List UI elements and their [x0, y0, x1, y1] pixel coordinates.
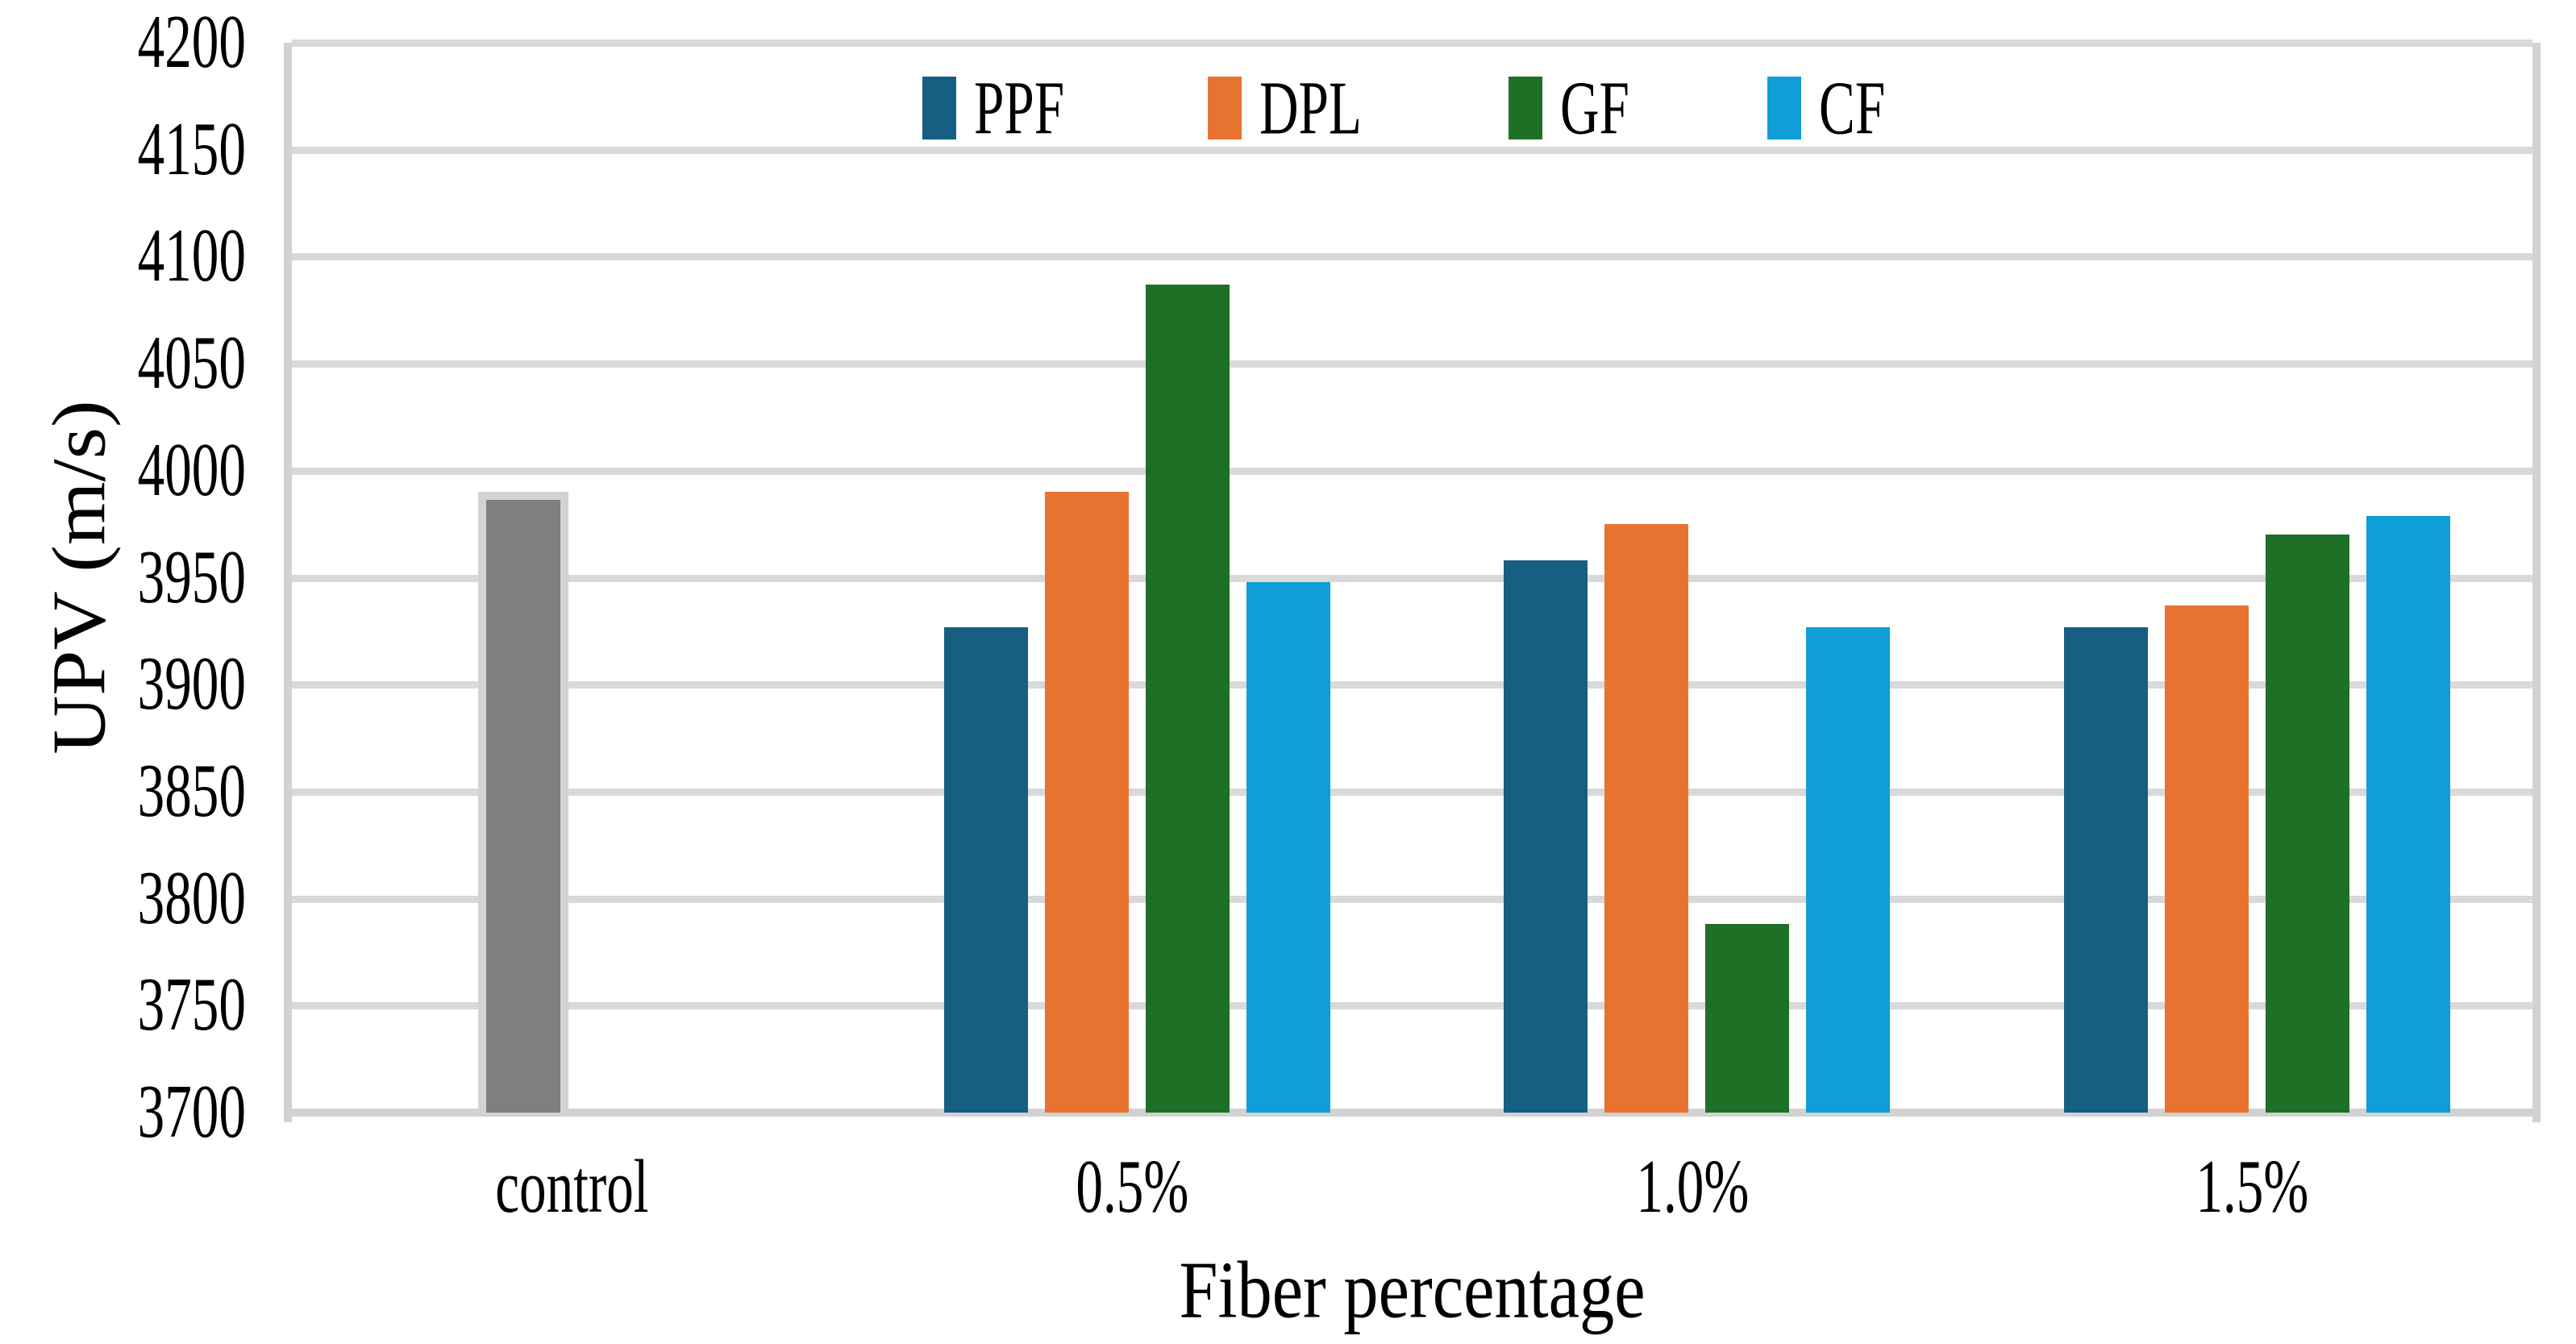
x-tick-label-1.0%: 1.0%	[1635, 1145, 1749, 1230]
x-tick-label-control: control	[495, 1145, 649, 1230]
legend-label-DPL: DPL	[1259, 65, 1363, 151]
legend-item-PPF: PPF	[922, 66, 1087, 150]
bar-group-0.5%	[857, 43, 1417, 1113]
bar-group-1.0%	[1417, 43, 1978, 1113]
bar-DPL-1.5%	[2165, 605, 2249, 1113]
bar-PPF-1.5%	[2064, 627, 2149, 1113]
y-tick-label: 4150	[137, 107, 246, 192]
bar-DPL-1.0%	[1604, 524, 1689, 1113]
x-tick-label-1.5%: 1.5%	[2195, 1145, 2309, 1230]
gridline	[292, 360, 2532, 368]
bar-PPF-0.5%	[943, 627, 1028, 1113]
legend-item-DPL: DPL	[1208, 66, 1388, 150]
y-axis-line	[284, 43, 292, 1122]
bar-CF-1.5%	[2366, 516, 2451, 1113]
gridline	[292, 40, 2532, 47]
legend-swatch-DPL	[1208, 77, 1242, 139]
legend-label-CF: CF	[1819, 65, 1886, 151]
legend-swatch-PPF	[922, 77, 956, 139]
gridline	[292, 253, 2532, 261]
y-tick-label: 4050	[137, 321, 246, 406]
bar-CF-0.5%	[1246, 582, 1330, 1113]
legend-label-GF: GF	[1559, 65, 1629, 151]
y-tick-label: 3900	[137, 642, 246, 726]
gridline	[292, 895, 2532, 903]
gridline	[292, 574, 2532, 582]
bar-GF-1.0%	[1705, 924, 1790, 1113]
y-tick-label: 3750	[137, 963, 246, 1047]
gridline	[292, 681, 2532, 689]
legend-item-GF: GF	[1508, 66, 1646, 150]
bar-CF-1.0%	[1806, 627, 1891, 1113]
y-tick-label: 4100	[137, 214, 246, 298]
gridline	[292, 788, 2532, 796]
x-tick-label-0.5%: 0.5%	[1076, 1145, 1189, 1230]
legend-label-PPF: PPF	[974, 65, 1065, 151]
legend-swatch-GF	[1508, 77, 1542, 139]
legend-swatch-CF	[1767, 77, 1802, 139]
plot-right-border	[2532, 43, 2541, 1122]
legend-item-CF: CF	[1767, 66, 1902, 150]
bar-GF-0.5%	[1145, 285, 1230, 1113]
x-axis-title: Fiber percentage	[1179, 1244, 1646, 1335]
y-tick-label: 4000	[137, 428, 246, 513]
y-tick-label: 3850	[137, 749, 246, 834]
y-tick-label: 4200	[137, 0, 246, 85]
bar-group-control	[243, 43, 804, 1113]
bar-group-1.5%	[1977, 43, 2537, 1113]
y-tick-label: 3700	[137, 1070, 246, 1155]
x-axis-line	[284, 1109, 2541, 1117]
y-tick-label: 3950	[137, 535, 246, 620]
y-tick-label: 3800	[137, 855, 246, 941]
legend: PPF DPL GF CF	[292, 66, 2532, 150]
bar-GF-1.5%	[2266, 535, 2350, 1113]
bar-control-control	[478, 492, 569, 1113]
gridline	[292, 1002, 2532, 1010]
gridline	[292, 146, 2532, 154]
gridline	[292, 467, 2532, 475]
bar-PPF-1.0%	[1504, 560, 1588, 1113]
bar-DPL-0.5%	[1044, 492, 1129, 1113]
